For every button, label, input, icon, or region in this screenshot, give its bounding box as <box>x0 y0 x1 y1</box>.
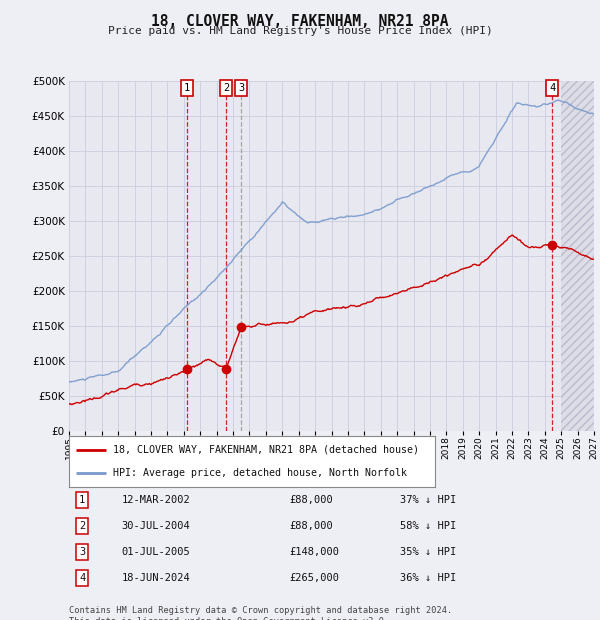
Text: Price paid vs. HM Land Registry's House Price Index (HPI): Price paid vs. HM Land Registry's House … <box>107 26 493 36</box>
Text: HPI: Average price, detached house, North Norfolk: HPI: Average price, detached house, Nort… <box>113 468 407 478</box>
Text: 4: 4 <box>79 573 85 583</box>
Text: £88,000: £88,000 <box>290 521 333 531</box>
Text: 2: 2 <box>223 82 229 92</box>
Text: 58% ↓ HPI: 58% ↓ HPI <box>400 521 456 531</box>
Text: 12-MAR-2002: 12-MAR-2002 <box>121 495 190 505</box>
Text: 1: 1 <box>184 82 190 92</box>
Bar <box>561 81 594 431</box>
Text: £88,000: £88,000 <box>290 495 333 505</box>
Text: 37% ↓ HPI: 37% ↓ HPI <box>400 495 456 505</box>
Text: 35% ↓ HPI: 35% ↓ HPI <box>400 547 456 557</box>
Text: 4: 4 <box>549 82 556 92</box>
Text: £148,000: £148,000 <box>290 547 340 557</box>
Text: 01-JUL-2005: 01-JUL-2005 <box>121 547 190 557</box>
Text: 3: 3 <box>79 547 85 557</box>
Text: 18, CLOVER WAY, FAKENHAM, NR21 8PA: 18, CLOVER WAY, FAKENHAM, NR21 8PA <box>151 14 449 29</box>
Text: 36% ↓ HPI: 36% ↓ HPI <box>400 573 456 583</box>
Text: 2: 2 <box>79 521 85 531</box>
Text: Contains HM Land Registry data © Crown copyright and database right 2024.
This d: Contains HM Land Registry data © Crown c… <box>69 606 452 620</box>
Text: £265,000: £265,000 <box>290 573 340 583</box>
Text: 18, CLOVER WAY, FAKENHAM, NR21 8PA (detached house): 18, CLOVER WAY, FAKENHAM, NR21 8PA (deta… <box>113 445 419 454</box>
Text: 30-JUL-2004: 30-JUL-2004 <box>121 521 190 531</box>
Text: 3: 3 <box>238 82 244 92</box>
Text: 18-JUN-2024: 18-JUN-2024 <box>121 573 190 583</box>
Text: 1: 1 <box>79 495 85 505</box>
